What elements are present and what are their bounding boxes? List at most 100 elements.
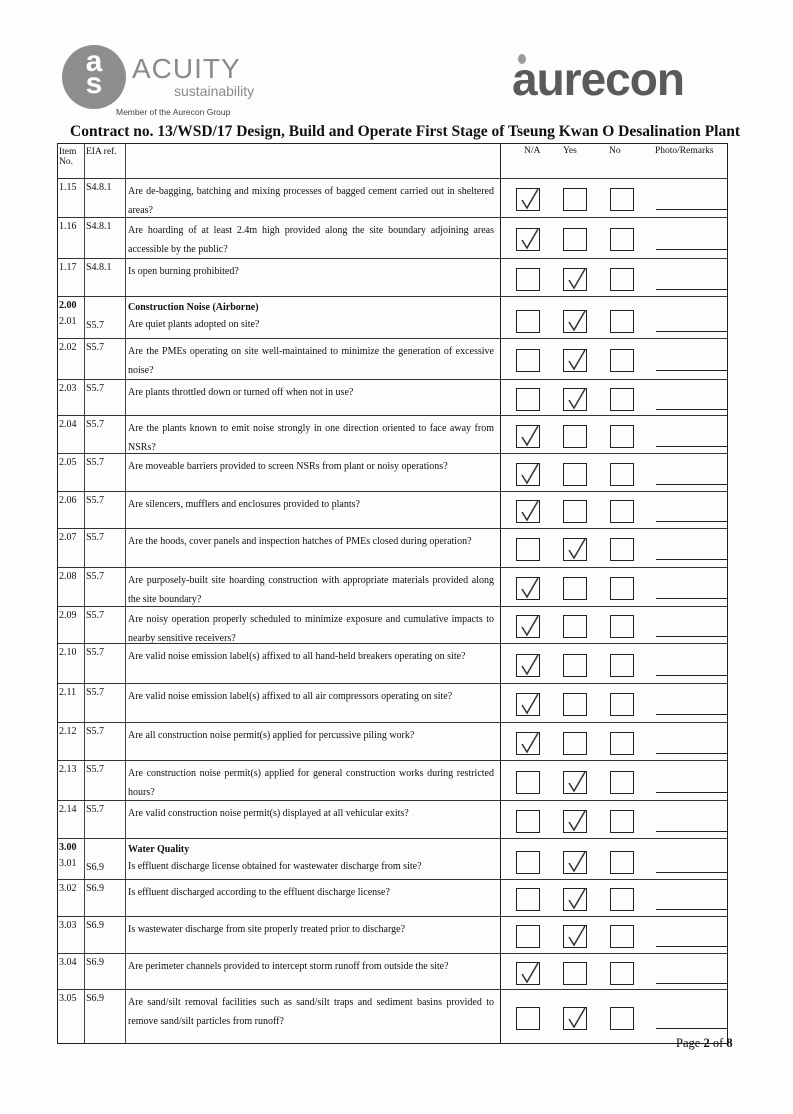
checkbox-na[interactable] xyxy=(516,962,540,985)
checkbox-no[interactable] xyxy=(610,577,634,600)
checkbox-no[interactable] xyxy=(610,188,634,211)
checkbox-no[interactable] xyxy=(610,962,634,985)
eia-ref: S5.7 xyxy=(85,723,126,760)
checkbox-yes[interactable] xyxy=(563,771,587,794)
remarks-field[interactable] xyxy=(656,636,728,637)
item-number: 2.12 xyxy=(59,726,77,737)
remarks-field[interactable] xyxy=(656,446,728,447)
checkbox-no[interactable] xyxy=(610,654,634,677)
checkbox-na[interactable] xyxy=(516,500,540,523)
checkbox-no[interactable] xyxy=(610,615,634,638)
remarks-field[interactable] xyxy=(656,598,728,599)
remarks-field[interactable] xyxy=(656,983,728,984)
remarks-field[interactable] xyxy=(656,484,728,485)
checkbox-no[interactable] xyxy=(610,771,634,794)
checkbox-na[interactable] xyxy=(516,538,540,561)
checkbox-no[interactable] xyxy=(610,228,634,251)
checkbox-yes[interactable] xyxy=(563,1007,587,1030)
remarks-field[interactable] xyxy=(656,370,728,371)
checkbox-no[interactable] xyxy=(610,810,634,833)
checkbox-yes[interactable] xyxy=(563,228,587,251)
checkbox-yes[interactable] xyxy=(563,188,587,211)
checkbox-no[interactable] xyxy=(610,538,634,561)
remarks-field[interactable] xyxy=(656,946,728,947)
checkbox-yes[interactable] xyxy=(563,925,587,948)
remarks-field[interactable] xyxy=(656,249,728,250)
checkbox-no[interactable] xyxy=(610,425,634,448)
checkbox-yes[interactable] xyxy=(563,732,587,755)
checkbox-na[interactable] xyxy=(516,732,540,755)
checkbox-na[interactable] xyxy=(516,463,540,486)
checkbox-na[interactable] xyxy=(516,615,540,638)
checkbox-yes[interactable] xyxy=(563,577,587,600)
remarks-field[interactable] xyxy=(656,792,728,793)
checkbox-no[interactable] xyxy=(610,851,634,874)
checkbox-na[interactable] xyxy=(516,693,540,716)
checkbox-no[interactable] xyxy=(610,388,634,411)
checkbox-yes[interactable] xyxy=(563,349,587,372)
checkbox-no[interactable] xyxy=(610,268,634,291)
checkbox-no[interactable] xyxy=(610,310,634,333)
header-eia: EIA ref. xyxy=(85,144,126,178)
checkbox-na[interactable] xyxy=(516,228,540,251)
checkbox-na[interactable] xyxy=(516,1007,540,1030)
item-cell: 2.11 xyxy=(58,684,85,722)
checkbox-no[interactable] xyxy=(610,888,634,911)
checkbox-na[interactable] xyxy=(516,851,540,874)
question-text: Are the PMEs operating on site well-main… xyxy=(128,346,494,376)
question-cell: Are moveable barriers provided to screen… xyxy=(126,454,501,491)
checkbox-na[interactable] xyxy=(516,188,540,211)
remarks-field[interactable] xyxy=(656,331,728,332)
checkbox-na[interactable] xyxy=(516,925,540,948)
checkbox-no[interactable] xyxy=(610,349,634,372)
checkbox-na[interactable] xyxy=(516,771,540,794)
remarks-field[interactable] xyxy=(656,409,728,410)
checkbox-yes[interactable] xyxy=(563,268,587,291)
checkbox-yes[interactable] xyxy=(563,500,587,523)
checkbox-na[interactable] xyxy=(516,349,540,372)
checkbox-no[interactable] xyxy=(610,500,634,523)
checkbox-yes[interactable] xyxy=(563,888,587,911)
remarks-field[interactable] xyxy=(656,289,728,290)
checkbox-yes[interactable] xyxy=(563,388,587,411)
remarks-field[interactable] xyxy=(656,1028,728,1029)
checkbox-na[interactable] xyxy=(516,388,540,411)
checkbox-yes[interactable] xyxy=(563,615,587,638)
checkbox-yes[interactable] xyxy=(563,310,587,333)
checkbox-yes[interactable] xyxy=(563,654,587,677)
remarks-field[interactable] xyxy=(656,714,728,715)
remarks-field[interactable] xyxy=(656,909,728,910)
item-cell: 3.02 xyxy=(58,880,85,916)
question-text: Are noisy operation properly scheduled t… xyxy=(128,614,494,644)
remarks-field[interactable] xyxy=(656,521,728,522)
question-cell: Construction Noise (Airborne) Are quiet p… xyxy=(126,297,501,338)
checkbox-yes[interactable] xyxy=(563,962,587,985)
checkbox-yes[interactable] xyxy=(563,463,587,486)
checkbox-no[interactable] xyxy=(610,925,634,948)
checkbox-yes[interactable] xyxy=(563,693,587,716)
remarks-field[interactable] xyxy=(656,559,728,560)
checkbox-na[interactable] xyxy=(516,654,540,677)
remarks-field[interactable] xyxy=(656,675,728,676)
checkbox-na[interactable] xyxy=(516,425,540,448)
checkbox-no[interactable] xyxy=(610,732,634,755)
remarks-field[interactable] xyxy=(656,753,728,754)
checkbox-na[interactable] xyxy=(516,310,540,333)
checkbox-na[interactable] xyxy=(516,810,540,833)
checkbox-na[interactable] xyxy=(516,888,540,911)
aurecon-logo-dot xyxy=(518,54,526,64)
checkbox-na[interactable] xyxy=(516,268,540,291)
remarks-field[interactable] xyxy=(656,209,728,210)
remarks-field[interactable] xyxy=(656,831,728,832)
table-row: 2.02 S5.7 Are the PMEs operating on site… xyxy=(58,339,728,380)
checkbox-yes[interactable] xyxy=(563,425,587,448)
checkbox-yes[interactable] xyxy=(563,538,587,561)
checkbox-no[interactable] xyxy=(610,693,634,716)
remarks-field[interactable] xyxy=(656,872,728,873)
checkbox-yes[interactable] xyxy=(563,851,587,874)
checkbox-no[interactable] xyxy=(610,463,634,486)
checkbox-yes[interactable] xyxy=(563,810,587,833)
checkbox-no[interactable] xyxy=(610,1007,634,1030)
checkbox-na[interactable] xyxy=(516,577,540,600)
